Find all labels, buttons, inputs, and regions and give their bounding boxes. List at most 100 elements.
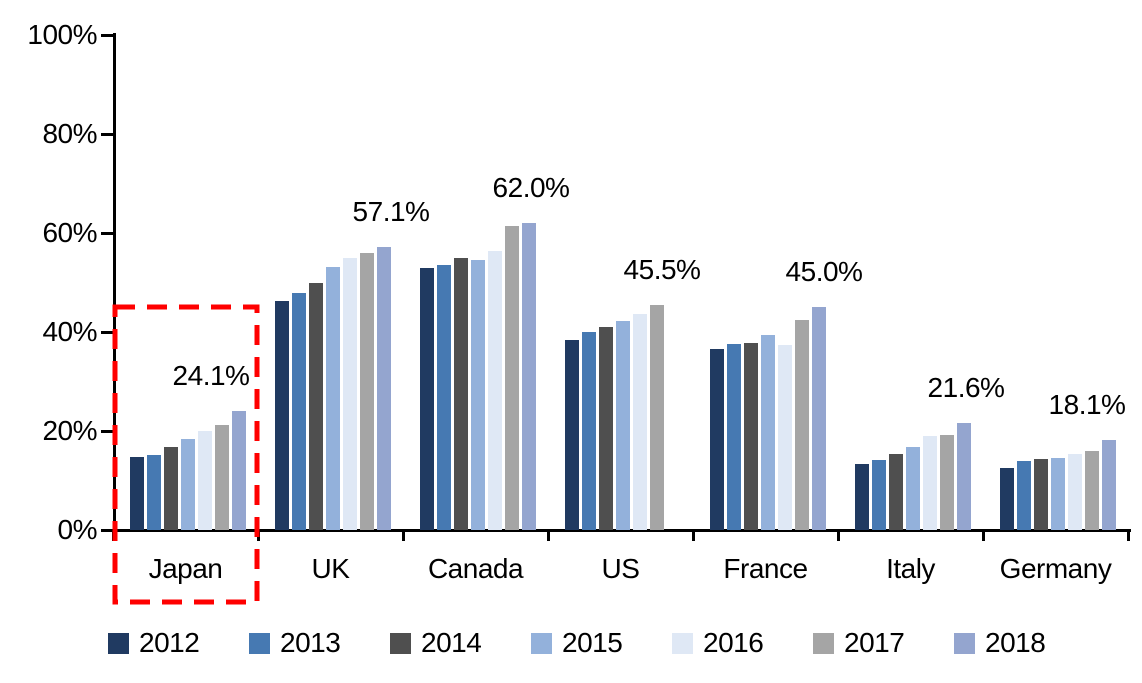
legend-label-2016: 2016: [703, 627, 764, 658]
bar-canada-2016: [488, 251, 502, 530]
y-tick-label: 100%: [27, 19, 97, 50]
bar-italy-2013: [872, 460, 886, 530]
bar-canada-2012: [420, 267, 434, 530]
y-tick-label: 80%: [42, 118, 97, 149]
legend-swatch-2015: [531, 632, 552, 654]
bar-italy-2018: [957, 423, 971, 530]
bar-italy-2014: [889, 453, 903, 530]
bar-italy-2012: [855, 464, 869, 530]
bar-us-2012: [565, 340, 579, 530]
bar-germany-2014: [1034, 458, 1048, 530]
bar-us-2014: [599, 326, 613, 530]
bar-canada-2015: [471, 259, 485, 530]
annotation-canada: 62.0%: [492, 172, 570, 204]
legend-item-2014: 2014: [390, 627, 482, 658]
x-label-uk: UK: [311, 553, 350, 584]
legend-swatch-2017: [813, 632, 834, 654]
y-tick-mark: [101, 430, 114, 433]
x-tick-mark: [692, 530, 695, 541]
legend-swatch-2018: [954, 632, 975, 654]
bar-italy-2017: [940, 434, 954, 530]
bar-japan-2015: [181, 439, 195, 530]
x-tick-mark: [112, 530, 115, 541]
y-tick-label: 60%: [42, 217, 97, 248]
bar-uk-2016: [343, 258, 357, 530]
x-tick-mark: [837, 530, 840, 541]
annotation-italy: 21.6%: [927, 372, 1005, 404]
bar-us-2015: [616, 321, 630, 530]
legend-item-2012: 2012: [108, 627, 200, 658]
y-tick-label: 0%: [57, 514, 98, 545]
y-tick-mark: [101, 232, 114, 235]
x-label-italy: Italy: [886, 553, 935, 584]
legend-label-2014: 2014: [421, 627, 482, 658]
y-tick-mark: [101, 331, 114, 334]
annotation-france: 45.0%: [785, 256, 863, 288]
legend-swatch-2013: [249, 632, 270, 654]
bar-us-2016: [633, 314, 647, 530]
bar-japan-2012: [130, 456, 144, 530]
annotation-japan: 24.1%: [172, 359, 250, 391]
bar-uk-2017: [360, 253, 374, 530]
y-tick-label: 20%: [42, 415, 97, 446]
legend-item-2015: 2015: [531, 627, 623, 658]
bar-uk-2014: [309, 282, 323, 530]
legend: 2012 2013 2014 2015 2016 2017 2018: [0, 628, 1142, 673]
bar-france-2013: [727, 344, 741, 530]
plot-area: 0% 20% 40% 60% 80% 100% Japan UK Canada US France…: [27, 19, 1131, 605]
bar-germany-2012: [1000, 467, 1014, 530]
bar-canada-2013: [437, 264, 451, 530]
bar-germany-2018: [1102, 440, 1116, 530]
legend-item-2013: 2013: [249, 627, 341, 658]
y-tick-mark: [101, 34, 114, 37]
bar-uk-2015: [326, 266, 340, 530]
bar-france-2014: [744, 343, 758, 530]
bar-germany-2015: [1051, 457, 1065, 530]
bar-japan-2017: [215, 425, 229, 530]
bar-japan-2016: [198, 431, 212, 530]
legend-swatch-2012: [108, 632, 129, 654]
annotation-us: 45.5%: [623, 253, 701, 285]
bar-japan-2014: [164, 446, 178, 530]
x-tick-mark: [257, 530, 260, 541]
legend-swatch-2016: [672, 632, 693, 654]
bar-germany-2017: [1085, 450, 1099, 530]
legend-swatch-2014: [390, 632, 411, 654]
bar-japan-2013: [147, 455, 161, 530]
bar-us-2013: [582, 332, 596, 530]
bar-italy-2016: [923, 436, 937, 530]
bar-uk-2012: [275, 300, 289, 530]
x-tick-mark: [1127, 530, 1130, 541]
x-tick-mark: [982, 530, 985, 541]
legend-item-2017: 2017: [813, 627, 905, 658]
bar-italy-2015: [906, 446, 920, 530]
x-label-us: US: [601, 553, 640, 584]
legend-item-2018: 2018: [954, 627, 1046, 658]
y-tick-label: 40%: [42, 316, 97, 347]
bar-france-2017: [795, 320, 809, 530]
legend-label-2017: 2017: [844, 627, 905, 658]
annotation-uk: 57.1%: [352, 196, 430, 228]
legend-label-2018: 2018: [985, 627, 1046, 658]
bar-canada-2018: [522, 223, 536, 530]
y-tick-mark: [101, 133, 114, 136]
bar-france-2015: [761, 335, 775, 530]
bar-france-2016: [778, 344, 792, 530]
x-label-france: France: [723, 553, 808, 584]
legend-label-2015: 2015: [562, 627, 623, 658]
bar-france-2012: [710, 348, 724, 530]
bar-uk-2018: [377, 247, 391, 530]
y-tick-mark: [101, 529, 114, 532]
annotation-germany: 18.1%: [1048, 389, 1126, 421]
x-label-germany: Germany: [999, 553, 1112, 584]
bar-us-2017: [650, 304, 664, 530]
x-tick-mark: [402, 530, 405, 541]
bar-canada-2017: [505, 226, 519, 530]
legend-label-2013: 2013: [280, 627, 341, 658]
legend-label-2012: 2012: [139, 627, 200, 658]
bar-germany-2013: [1017, 461, 1031, 530]
bar-uk-2013: [292, 292, 306, 530]
x-label-canada: Canada: [427, 553, 524, 584]
x-axis-line: [111, 529, 1131, 532]
